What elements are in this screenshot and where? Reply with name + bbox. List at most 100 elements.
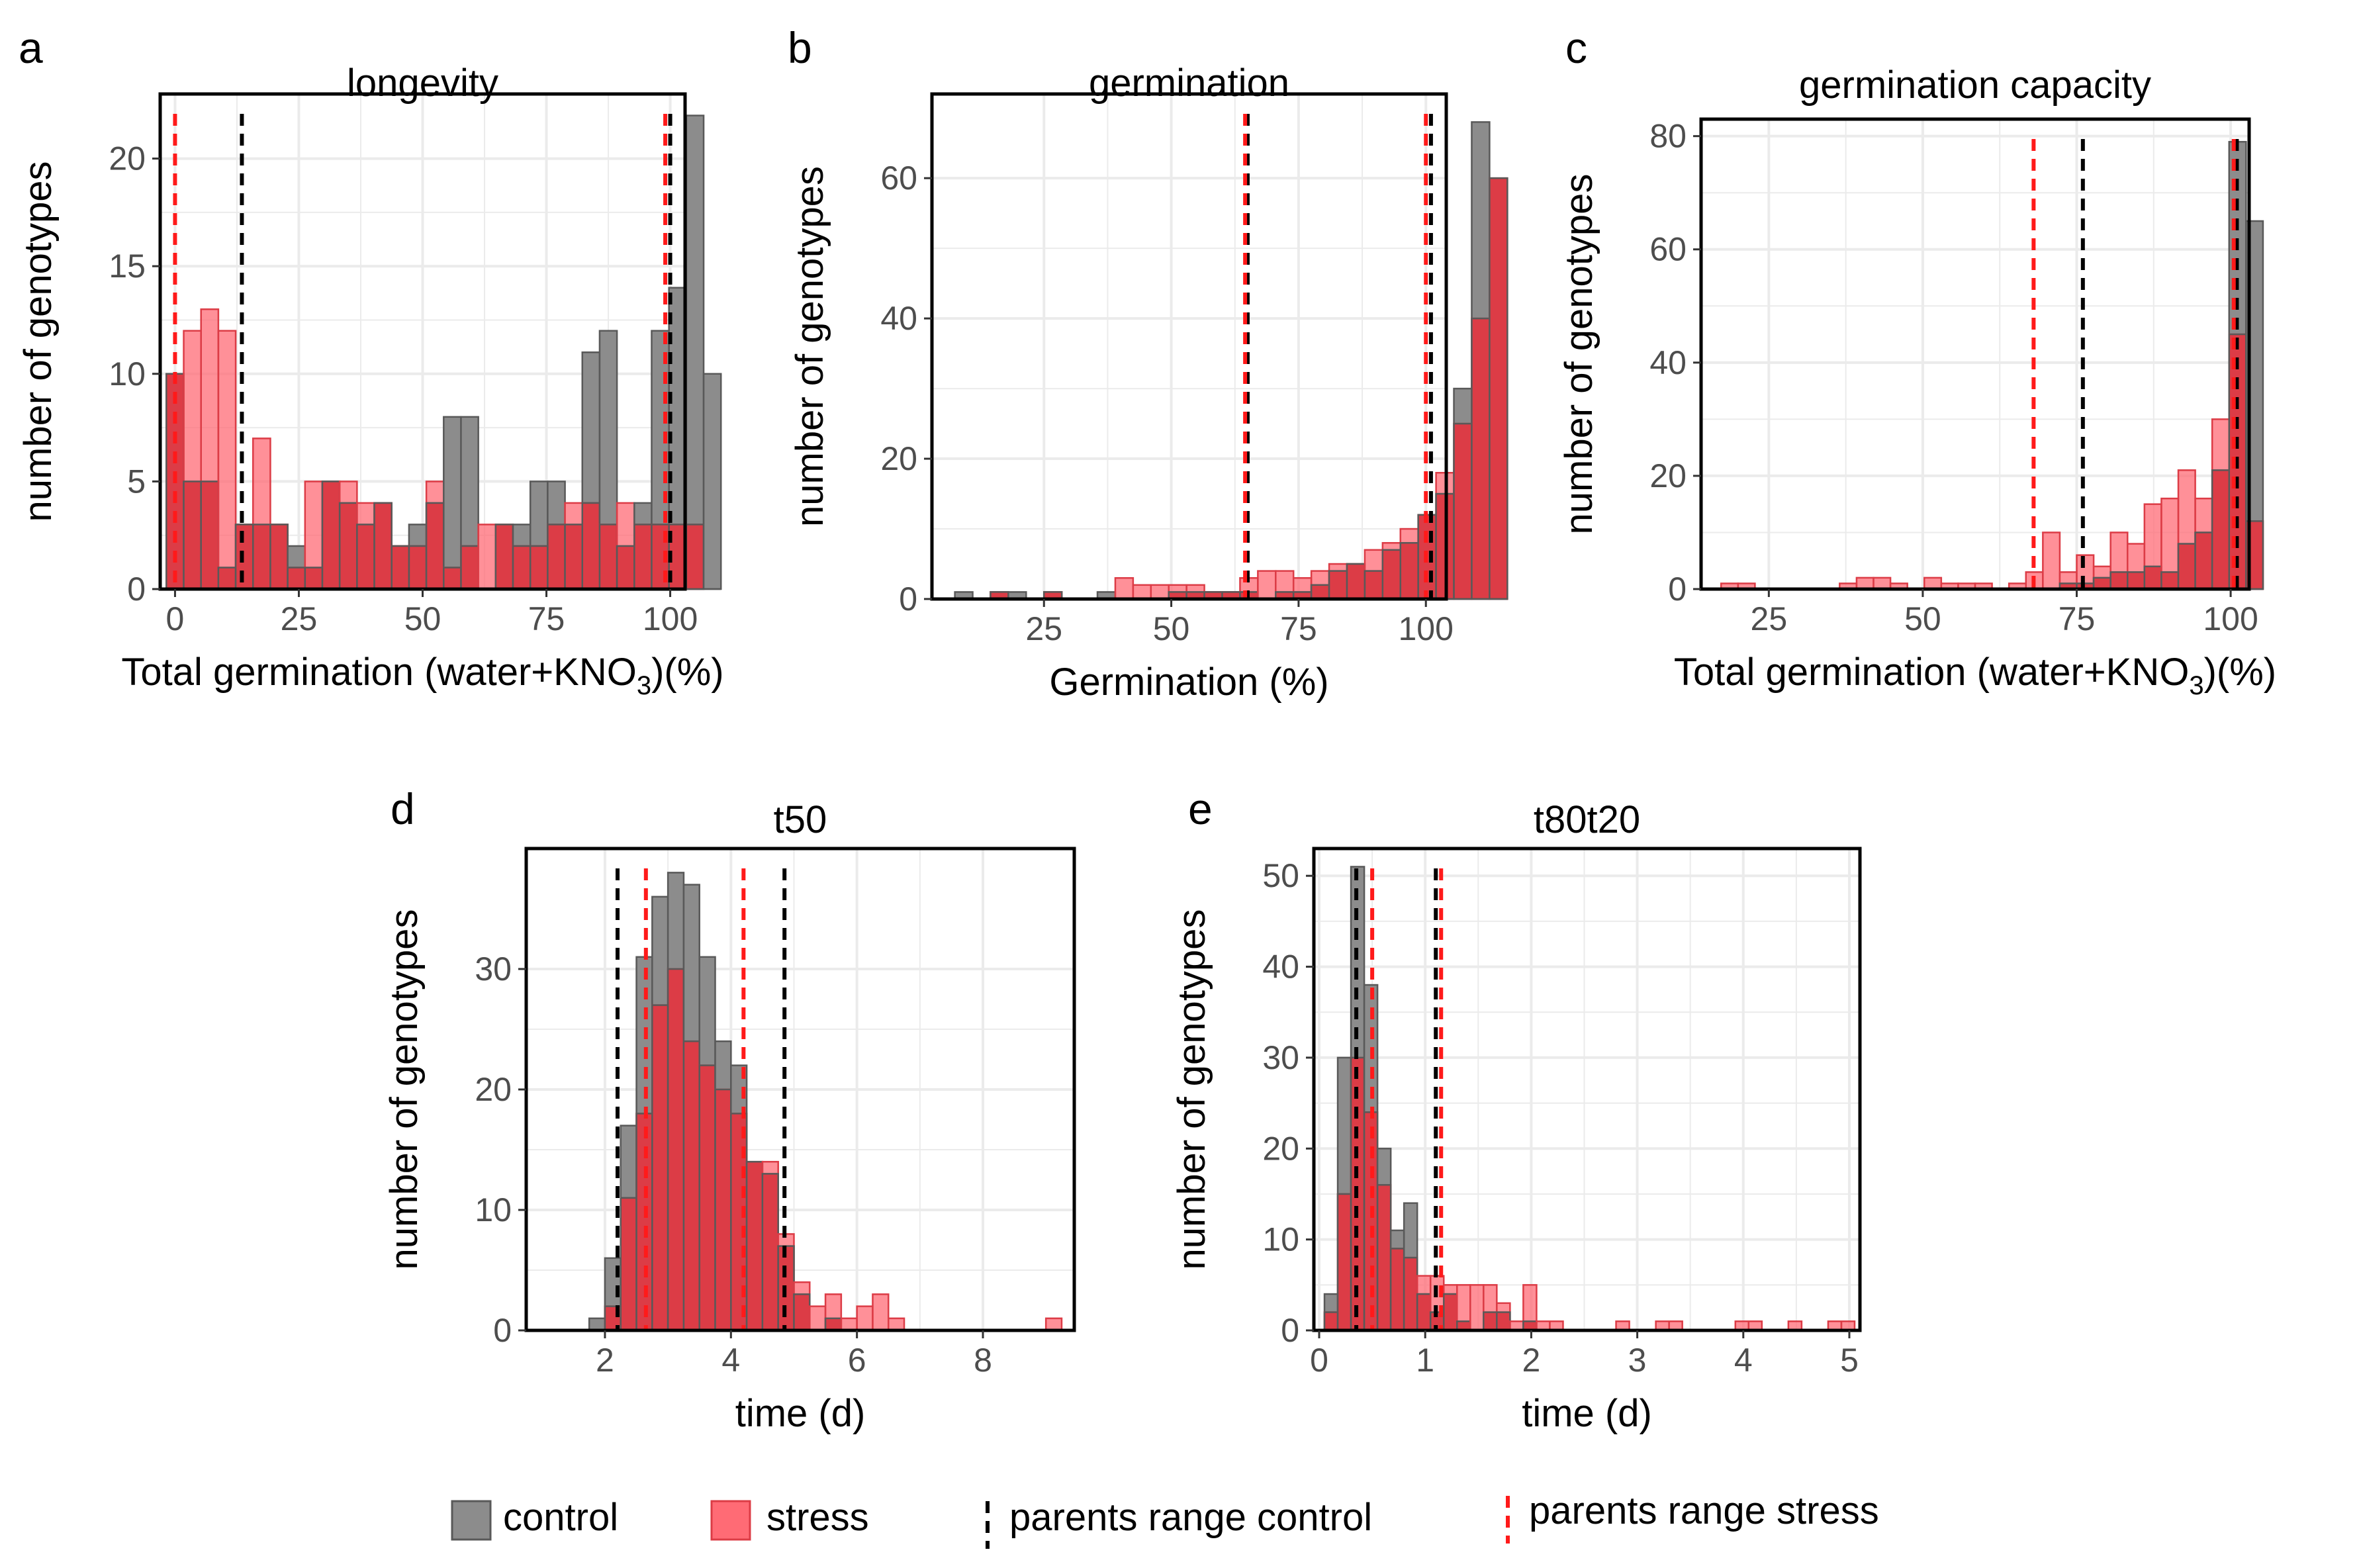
bar-overlap — [1403, 1256, 1418, 1332]
panel-b: 25 50 75 100 0 20 40 60 germination b number of ge… — [788, 23, 1508, 704]
bar-stress — [856, 1305, 874, 1332]
y-tick-label: 0 — [1281, 1312, 1299, 1349]
bar-overlap — [217, 567, 237, 590]
bar-overlap — [633, 524, 653, 590]
y-axis-title: number of genotypes — [1170, 909, 1213, 1270]
legend-swatch-stress — [710, 1500, 751, 1541]
parent-range-lines — [616, 868, 787, 1330]
bar-overlap — [1389, 1248, 1405, 1332]
y-tick-label: 0 — [1668, 571, 1687, 608]
legend-swatch-control — [451, 1500, 492, 1541]
y-tick-label: 5 — [127, 463, 146, 500]
legend-label-control: control — [503, 1496, 618, 1539]
y-tick-label: 60 — [880, 160, 917, 197]
bar-stress — [887, 1317, 905, 1332]
bar-overlap — [1310, 584, 1330, 600]
x-tick-label: 6 — [848, 1342, 866, 1379]
bar-overlap — [1483, 1311, 1498, 1332]
bar-overlap — [460, 545, 479, 590]
axes: 25 50 75 100 0 20 40 60 — [880, 160, 1454, 647]
panel-title: longevity — [347, 62, 498, 105]
x-tick-label: 25 — [281, 600, 318, 637]
x-tick-label: 4 — [721, 1342, 740, 1379]
bar-overlap — [2177, 543, 2196, 590]
bar-overlap — [391, 545, 410, 590]
bar-stress — [2042, 531, 2061, 590]
x-tick-label: 50 — [404, 600, 441, 637]
bar-overlap — [1336, 1193, 1352, 1332]
bar-overlap — [373, 502, 393, 590]
legend: control stress parents range control par… — [451, 1489, 1879, 1549]
y-tick-label: 10 — [475, 1191, 512, 1228]
y-tick-label: 50 — [1262, 857, 1299, 894]
y-tick-label: 20 — [1262, 1130, 1299, 1167]
bar-overlap — [2143, 565, 2162, 590]
panel-letter: d — [391, 784, 415, 833]
x-axis-title: time (d) — [1522, 1392, 1652, 1435]
bar-overlap — [1364, 570, 1384, 600]
bar-overlap — [635, 1113, 653, 1332]
x-tick-label: 50 — [1153, 610, 1190, 647]
panel-letter: c — [1565, 23, 1587, 72]
bar-overlap — [2160, 571, 2180, 590]
x-tick-label: 75 — [528, 600, 565, 637]
bar-overlap — [2211, 469, 2231, 590]
panel-title: t50 — [774, 798, 827, 841]
bar-overlap — [2109, 571, 2129, 590]
bar-overlap — [512, 545, 532, 590]
x-tick-label: 25 — [1751, 600, 1788, 637]
plot-border — [1312, 847, 1862, 1332]
bar-overlap — [443, 567, 462, 590]
bar-control — [685, 115, 705, 590]
y-tick-label: 10 — [1262, 1221, 1299, 1258]
bar-stress — [477, 524, 497, 590]
x-axis-title-main: Germination (%) — [1049, 661, 1328, 704]
y-tick-label: 0 — [899, 580, 917, 618]
bar-overlap — [529, 545, 549, 590]
legend-label-parents-control: parents range control — [1009, 1496, 1372, 1539]
panel-letter: a — [19, 23, 43, 72]
bar-overlap — [1328, 570, 1348, 600]
x-axis-title-main: time (d) — [1522, 1392, 1652, 1435]
x-axis-title-main: Total germination (water+KNO — [121, 651, 637, 694]
bar-overlap — [651, 1004, 669, 1332]
bar-overlap — [321, 481, 341, 590]
y-tick-label: 80 — [1649, 118, 1687, 155]
panel-letter: e — [1188, 784, 1213, 833]
bar-stress — [1923, 576, 1943, 590]
y-axis-title: number of genotypes — [17, 161, 60, 522]
bar-overlap — [338, 502, 358, 590]
bar-overlap — [547, 524, 566, 590]
bar-overlap — [714, 1088, 732, 1332]
x-axis-title: Germination (%) — [1049, 661, 1328, 704]
bar-stress — [1469, 1284, 1485, 1332]
bar-stress — [809, 1305, 827, 1332]
bar-overlap — [408, 545, 428, 590]
panel-letter: b — [788, 23, 812, 72]
bar-stress — [1873, 576, 1892, 590]
axes: 0 25 50 75 100 0 5 10 15 20 — [109, 140, 698, 637]
y-tick-label: 40 — [880, 300, 917, 337]
bar-control — [588, 1317, 606, 1332]
x-tick-label: 0 — [166, 600, 185, 637]
bar-overlap — [200, 481, 220, 590]
y-tick-label: 40 — [1649, 344, 1687, 381]
plot-border — [930, 92, 1448, 601]
x-tick-label: 100 — [2203, 600, 2258, 637]
bar-stress — [1132, 584, 1152, 600]
x-axis-title-tail: )(%) — [2204, 651, 2277, 694]
bar-stress — [1150, 584, 1170, 600]
bar-overlap — [234, 524, 254, 590]
bar-overlap — [1376, 1183, 1392, 1332]
x-tick-label: 0 — [1310, 1342, 1328, 1379]
y-tick-label: 0 — [493, 1312, 512, 1349]
panel-d: 2 4 6 8 0 10 20 30 t50 d number of genotypes time (… — [383, 784, 1076, 1435]
bar-overlap — [698, 1064, 716, 1332]
x-tick-label: 3 — [1628, 1342, 1647, 1379]
bar-overlap — [564, 524, 584, 590]
bar-stress — [1257, 570, 1277, 600]
y-tick-label: 30 — [1262, 1039, 1299, 1076]
plot-background — [932, 94, 1446, 599]
y-tick-label: 0 — [127, 571, 146, 608]
